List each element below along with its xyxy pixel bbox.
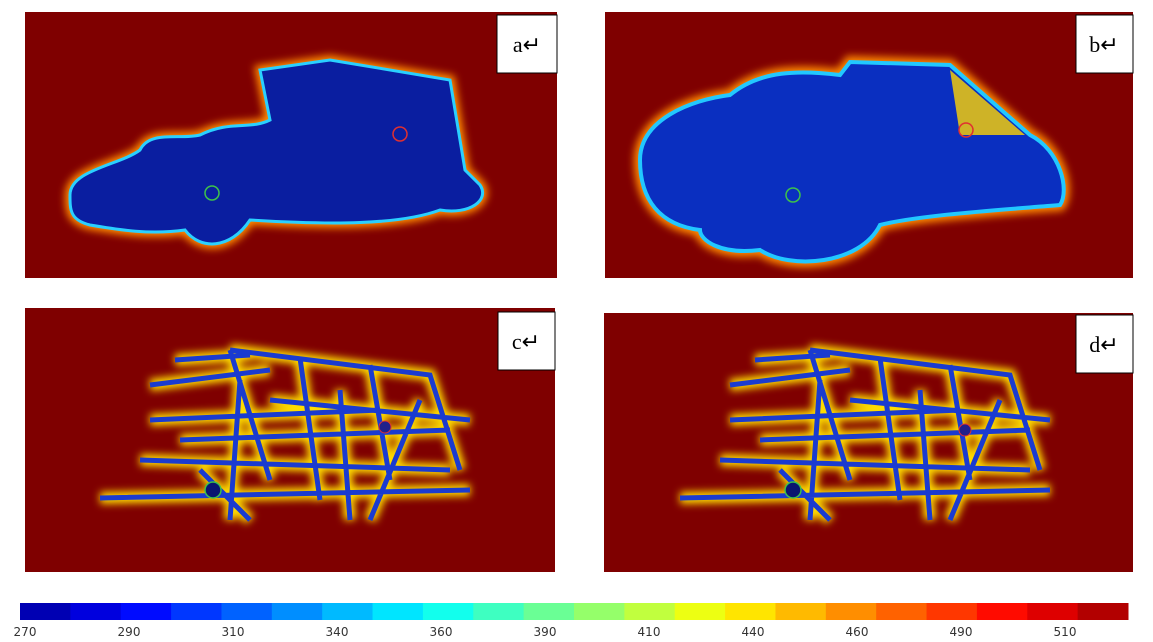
colorbar-segment [524, 603, 575, 620]
colorbar-segment [373, 603, 424, 620]
colorbar-segment [272, 603, 323, 620]
colorbar-tick-label: 290 [118, 625, 141, 639]
panel-label: c↵ [512, 329, 540, 354]
colorbar-segment [20, 603, 71, 620]
panel-d: d↵ [604, 313, 1133, 572]
colorbar-segment [927, 603, 978, 620]
colorbar-tick-label: 510 [1054, 625, 1077, 639]
colorbar-segment [171, 603, 222, 620]
panel-a: a↵ [25, 12, 557, 278]
colorbar-tick-label: 270 [14, 625, 37, 639]
colorbar-segment [423, 603, 474, 620]
panel-label: a↵ [513, 32, 541, 57]
colorbar-segment [977, 603, 1028, 620]
colorbar-tick-label: 490 [950, 625, 973, 639]
colorbar-segment [574, 603, 625, 620]
colorbar-tick-label: 360 [430, 625, 453, 639]
colorbar-segment [121, 603, 172, 620]
colorbar-ticks: 270 290 310 340 360 390 410 440 460 490 510 [14, 625, 1077, 639]
colorbar-tick-label: 440 [742, 625, 765, 639]
panel-c: c↵ [25, 308, 555, 572]
colorbar-segment [1027, 603, 1078, 620]
colorbar-segment [322, 603, 373, 620]
colorbar-segment [826, 603, 877, 620]
colorbar-tick-label: 460 [846, 625, 869, 639]
figure: a↵ b↵ c↵ d↵ 270 290 310 340 360 390 410 440 460 4… [0, 0, 1153, 642]
colorbar-segment [1078, 603, 1129, 620]
panel-label: b↵ [1089, 32, 1118, 57]
colorbar-tick-label: 340 [326, 625, 349, 639]
colorbar-segment [675, 603, 726, 620]
colorbar-segment [473, 603, 524, 620]
panel-label: d↵ [1089, 332, 1118, 357]
colorbar [20, 603, 1129, 620]
colorbar-segment [725, 603, 776, 620]
colorbar-tick-label: 310 [222, 625, 245, 639]
colorbar-segment [775, 603, 826, 620]
colorbar-tick-label: 410 [638, 625, 661, 639]
colorbar-tick-label: 390 [534, 625, 557, 639]
colorbar-segment [70, 603, 121, 620]
panel-b: b↵ [605, 12, 1133, 278]
colorbar-segment [876, 603, 927, 620]
colorbar-segment [624, 603, 675, 620]
colorbar-segment [221, 603, 272, 620]
